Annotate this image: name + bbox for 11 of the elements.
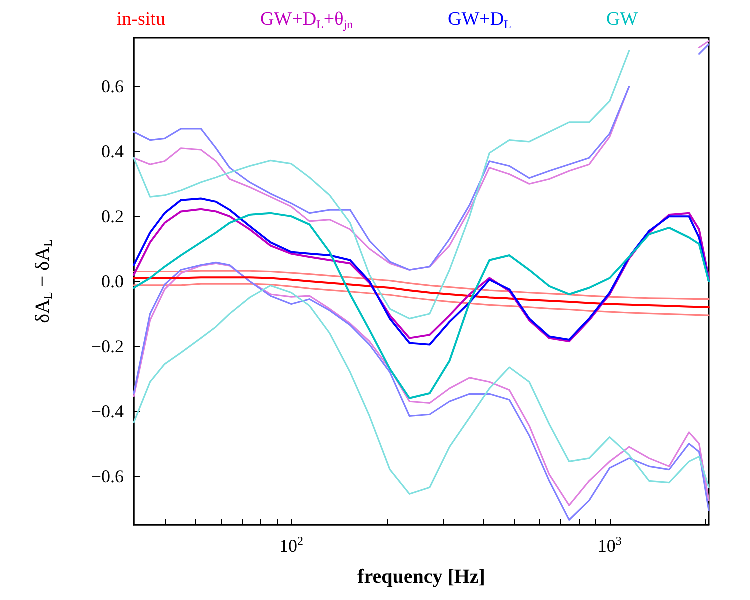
y-tick-label: 0.0 [102,272,124,292]
y-tick-label: −0.6 [91,466,124,486]
y-tick-label: 0.2 [102,206,124,227]
y-tick-label: −0.2 [91,336,124,356]
text: GW [606,9,638,30]
y-axis-title: δAL − δAL [32,240,55,324]
y-tick-label: 0.6 [102,76,124,97]
text: in-situ [116,9,166,30]
x-axis-title: frequency [Hz] [358,566,486,588]
y-tick-label: −0.4 [91,401,124,422]
y-tick-label: 0.4 [102,142,124,162]
